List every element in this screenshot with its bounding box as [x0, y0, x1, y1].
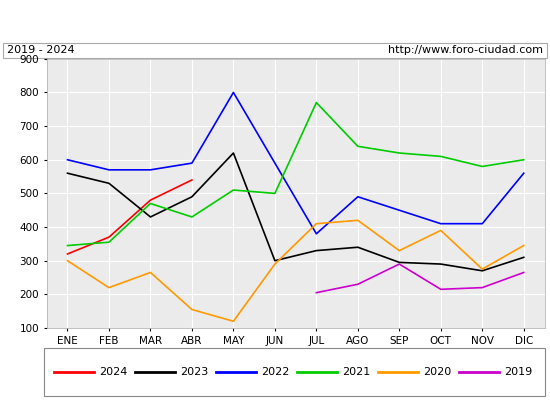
Text: 2022: 2022	[261, 367, 289, 377]
Text: 2019 - 2024: 2019 - 2024	[7, 45, 74, 55]
Text: http://www.foro-ciudad.com: http://www.foro-ciudad.com	[388, 45, 543, 55]
Text: 2023: 2023	[180, 367, 208, 377]
Text: Evolucion Nº Turistas Nacionales en el municipio de Avinyonet del Penedès: Evolucion Nº Turistas Nacionales en el m…	[15, 14, 535, 28]
Text: 2024: 2024	[99, 367, 128, 377]
Text: 2021: 2021	[342, 367, 370, 377]
Text: 2020: 2020	[423, 367, 451, 377]
Text: 2019: 2019	[504, 367, 532, 377]
